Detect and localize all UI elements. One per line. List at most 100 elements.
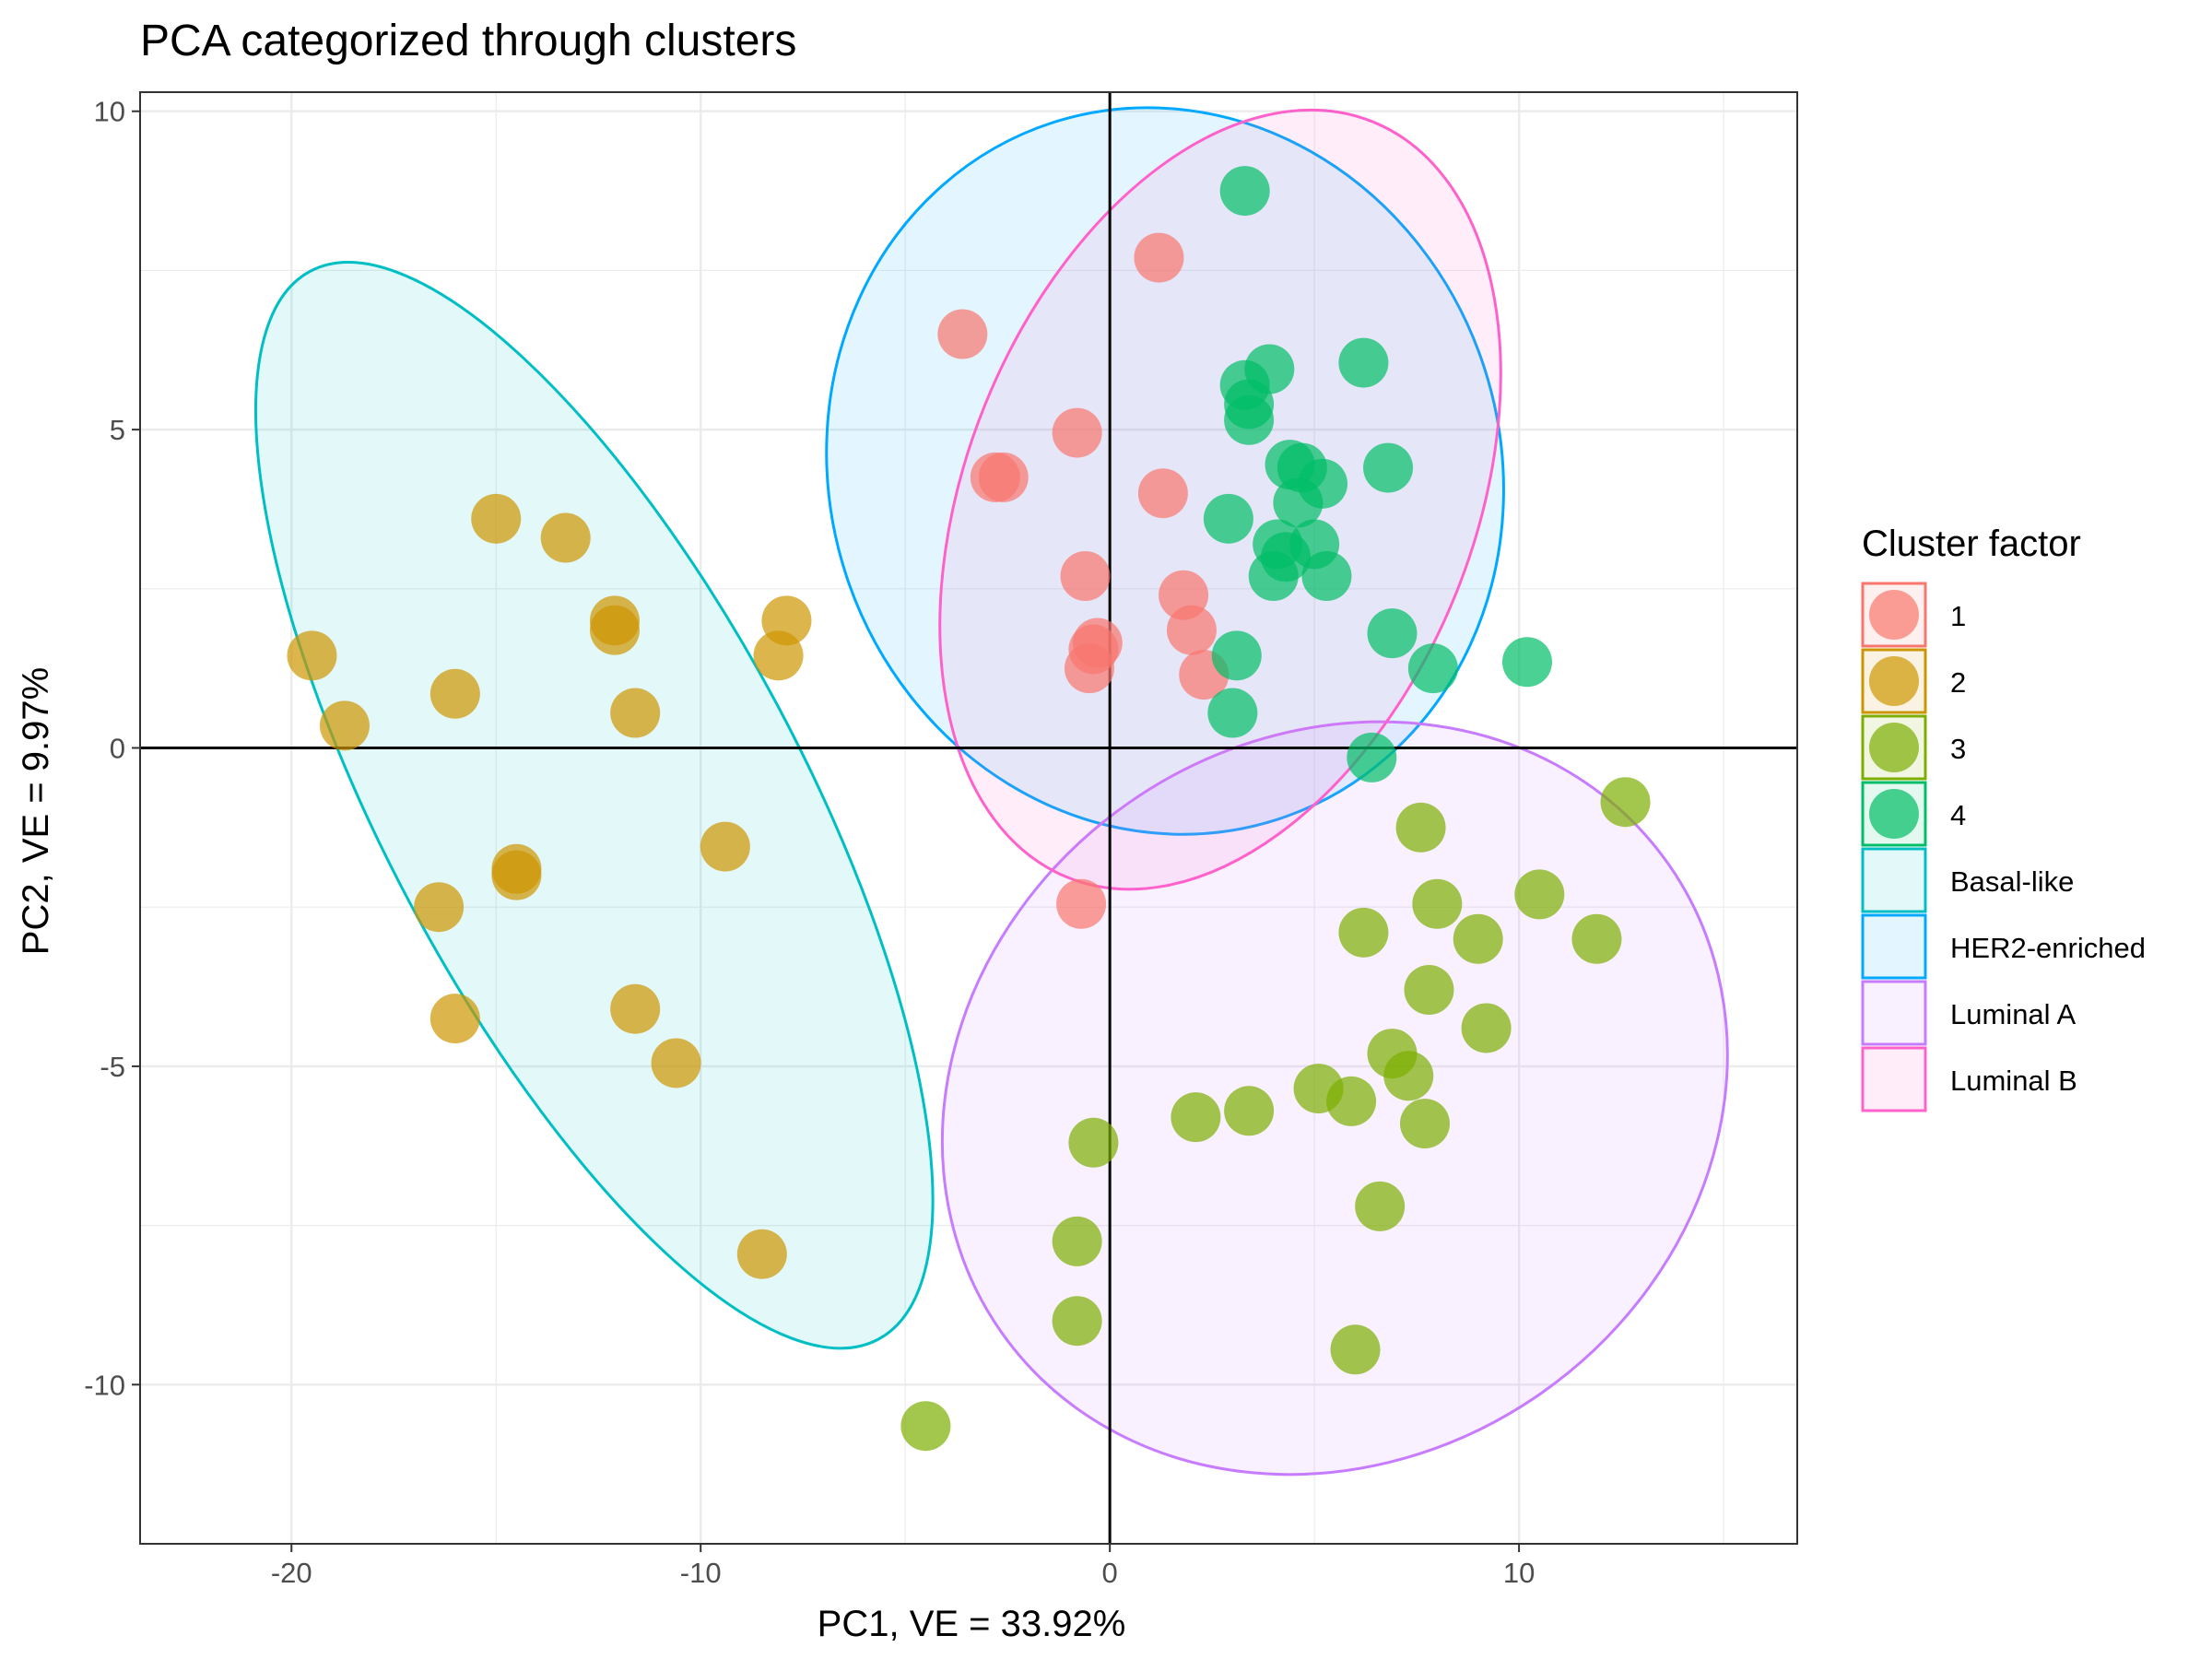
- legend-key: [1861, 1046, 1927, 1112]
- legend-label: Basal-like: [1950, 865, 2074, 898]
- point-cluster-3: [1068, 1117, 1119, 1168]
- x-axis-ticks: -20 -10 0 10: [271, 1544, 1535, 1589]
- point-cluster-2: [610, 688, 661, 738]
- point-cluster-4: [1367, 608, 1418, 659]
- legend-item-3: 3: [1861, 714, 1966, 781]
- point-cluster-4: [1363, 442, 1414, 493]
- legend-label: 4: [1950, 799, 1966, 831]
- legend-point-swatch: [1869, 723, 1919, 772]
- legend-item-2: 2: [1861, 648, 1966, 714]
- point-cluster-3: [1224, 1086, 1275, 1136]
- point-cluster-3: [1404, 965, 1454, 1016]
- point-cluster-4: [1338, 337, 1389, 388]
- point-cluster-3: [1395, 802, 1446, 853]
- point-cluster-3: [1052, 1296, 1102, 1347]
- point-cluster-1: [978, 452, 1029, 502]
- point-cluster-2: [319, 700, 370, 751]
- legend-point-swatch: [1869, 590, 1919, 640]
- point-cluster-1: [937, 309, 988, 359]
- legend-item-1: 1: [1861, 582, 1966, 648]
- point-cluster-2: [540, 512, 591, 563]
- legend-label: HER2-enriched: [1950, 932, 2146, 964]
- x-tick-label: 0: [1102, 1557, 1118, 1589]
- legend-key: [1861, 913, 1927, 980]
- x-tick-label: -10: [680, 1557, 722, 1589]
- legend-label: 3: [1950, 733, 1966, 765]
- y-axis-ticks: -10 -5 0 5 10: [84, 96, 140, 1401]
- point-cluster-2: [429, 994, 480, 1044]
- data-points: [287, 166, 1651, 1452]
- x-tick-label: -20: [271, 1557, 312, 1589]
- x-axis-title: PC1, VE = 33.92%: [818, 1604, 1126, 1644]
- legend: Cluster factor 1 2 3 4 Basal-like HER2-enrich…: [1861, 524, 2146, 1112]
- legend-key: [1861, 847, 1927, 913]
- point-cluster-3: [1400, 1099, 1451, 1149]
- ellipse-basal-like: [254, 261, 935, 1350]
- legend-label: Luminal A: [1950, 998, 2076, 1030]
- legend-label: 2: [1950, 666, 1966, 699]
- point-cluster-2: [471, 493, 522, 544]
- point-cluster-2: [651, 1038, 701, 1088]
- point-cluster-4: [1224, 394, 1275, 445]
- point-cluster-2: [429, 668, 480, 719]
- legend-item-luminal-b: Luminal B: [1861, 1046, 2077, 1112]
- legend-key: [1861, 980, 1927, 1046]
- point-cluster-3: [1461, 1003, 1512, 1053]
- panel-border: [139, 91, 1798, 1545]
- plot-panel: [139, 91, 1798, 1545]
- point-cluster-3: [1326, 1076, 1377, 1126]
- y-tick-label: -10: [84, 1369, 125, 1401]
- point-cluster-4: [1203, 493, 1253, 544]
- point-cluster-3: [1171, 1092, 1221, 1143]
- y-axis-title: PC2, VE = 9.97%: [16, 667, 56, 955]
- point-cluster-3: [1338, 907, 1389, 958]
- point-cluster-4: [1347, 732, 1397, 782]
- point-cluster-4: [1501, 637, 1552, 688]
- point-cluster-1: [1060, 551, 1111, 601]
- legend-item-her2-enriched: HER2-enriched: [1861, 913, 2146, 980]
- point-cluster-4: [1407, 643, 1458, 694]
- point-cluster-3: [1453, 913, 1503, 964]
- point-cluster-2: [610, 983, 661, 1034]
- y-tick-label: 0: [110, 733, 125, 765]
- point-cluster-2: [287, 630, 337, 681]
- point-cluster-2: [491, 850, 542, 900]
- y-tick-label: -5: [100, 1051, 125, 1083]
- legend-item-luminal-a: Luminal A: [1861, 980, 2076, 1046]
- point-cluster-3: [1600, 777, 1651, 828]
- point-cluster-1: [1056, 878, 1107, 929]
- point-cluster-3: [1355, 1181, 1406, 1231]
- point-cluster-2: [700, 821, 750, 872]
- point-cluster-4: [1211, 630, 1262, 681]
- point-cluster-2: [414, 882, 465, 933]
- point-cluster-1: [1064, 643, 1114, 694]
- point-cluster-3: [1514, 869, 1565, 920]
- point-cluster-3: [1052, 1216, 1102, 1266]
- point-cluster-3: [1330, 1324, 1381, 1375]
- point-cluster-3: [900, 1401, 951, 1452]
- legend-item-basal-like: Basal-like: [1861, 847, 2074, 913]
- chart-title: PCA categorized through clusters: [140, 17, 796, 65]
- legend-point-swatch: [1869, 789, 1919, 839]
- point-cluster-2: [736, 1229, 787, 1279]
- y-tick-label: 10: [94, 96, 125, 128]
- point-cluster-2: [753, 630, 804, 681]
- point-cluster-3: [1383, 1051, 1434, 1101]
- point-cluster-4: [1273, 477, 1324, 528]
- point-cluster-3: [1412, 878, 1463, 929]
- point-cluster-2: [589, 605, 640, 655]
- reference-lines: [140, 92, 1797, 1544]
- legend-point-swatch: [1869, 656, 1919, 706]
- legend-label: Luminal B: [1950, 1065, 2077, 1097]
- point-cluster-4: [1301, 551, 1352, 601]
- y-tick-label: 5: [110, 414, 125, 446]
- point-cluster-1: [1137, 468, 1188, 519]
- point-cluster-4: [1207, 688, 1258, 738]
- point-cluster-4: [1248, 551, 1299, 601]
- point-cluster-3: [1571, 913, 1622, 964]
- point-cluster-1: [1134, 232, 1184, 283]
- x-tick-label: 10: [1503, 1557, 1535, 1589]
- point-cluster-1: [1166, 605, 1217, 655]
- legend-item-4: 4: [1861, 781, 1966, 847]
